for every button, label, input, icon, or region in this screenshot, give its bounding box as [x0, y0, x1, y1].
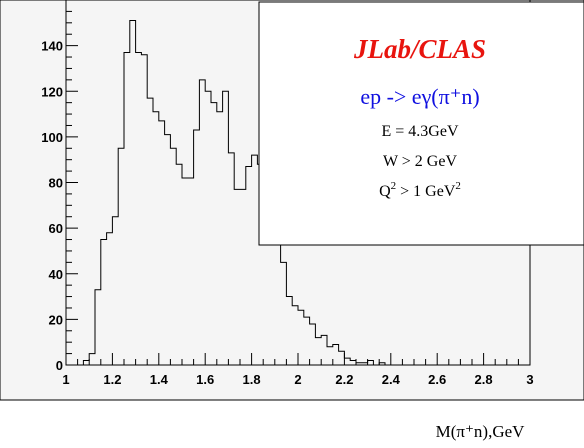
legend-energy: E = 4.3GeV [381, 123, 458, 140]
x-tick-label: 2 [294, 372, 301, 387]
y-tick-label: 100 [41, 130, 63, 145]
x-tick-label: 2.2 [335, 372, 353, 387]
x-tick-label: 2.6 [428, 372, 446, 387]
legend-q2-cut: Q2 > 1 GeV2 [379, 180, 461, 200]
legend-box: JLab/CLAS ep -> eγ(π⁺n) E = 4.3GeV W > 2… [258, 1, 584, 246]
y-axis: 0 20 40 60 80 100 120 140 [41, 0, 78, 373]
x-tick-label: 2.4 [382, 372, 401, 387]
y-tick-label: 20 [49, 312, 63, 327]
legend-w-cut: W > 2 GeV [383, 153, 457, 170]
y-tick-label: 40 [49, 267, 63, 282]
legend-q2-main: Q [379, 183, 391, 200]
x-tick-label: 1 [62, 372, 69, 387]
legend-q2-sup: 2 [391, 180, 397, 192]
x-axis: 1 1.2 1.4 1.6 1.8 2 2.2 2.4 2.6 2.8 3 [62, 353, 534, 387]
x-axis-label: M(π⁺n),GeV [436, 422, 526, 441]
y-tick-label: 140 [41, 39, 63, 54]
x-tick-label: 1.8 [243, 372, 261, 387]
y-tick-label: 60 [49, 221, 63, 236]
legend-title: JLab/CLAS [353, 34, 486, 64]
x-tick-label: 1.4 [150, 372, 169, 387]
legend-q2-mid: > 1 GeV [396, 183, 456, 200]
legend-reaction: ep -> eγ(π⁺n) [360, 84, 479, 109]
y-tick-label: 120 [41, 84, 63, 99]
x-tick-label: 1.6 [196, 372, 214, 387]
y-tick-label: 80 [49, 176, 63, 191]
x-tick-label: 3 [526, 372, 533, 387]
y-tick-label: 0 [56, 358, 63, 373]
x-tick-label: 1.2 [103, 372, 121, 387]
x-tick-label: 2.8 [475, 372, 493, 387]
legend-q2-sup2: 2 [455, 180, 461, 192]
